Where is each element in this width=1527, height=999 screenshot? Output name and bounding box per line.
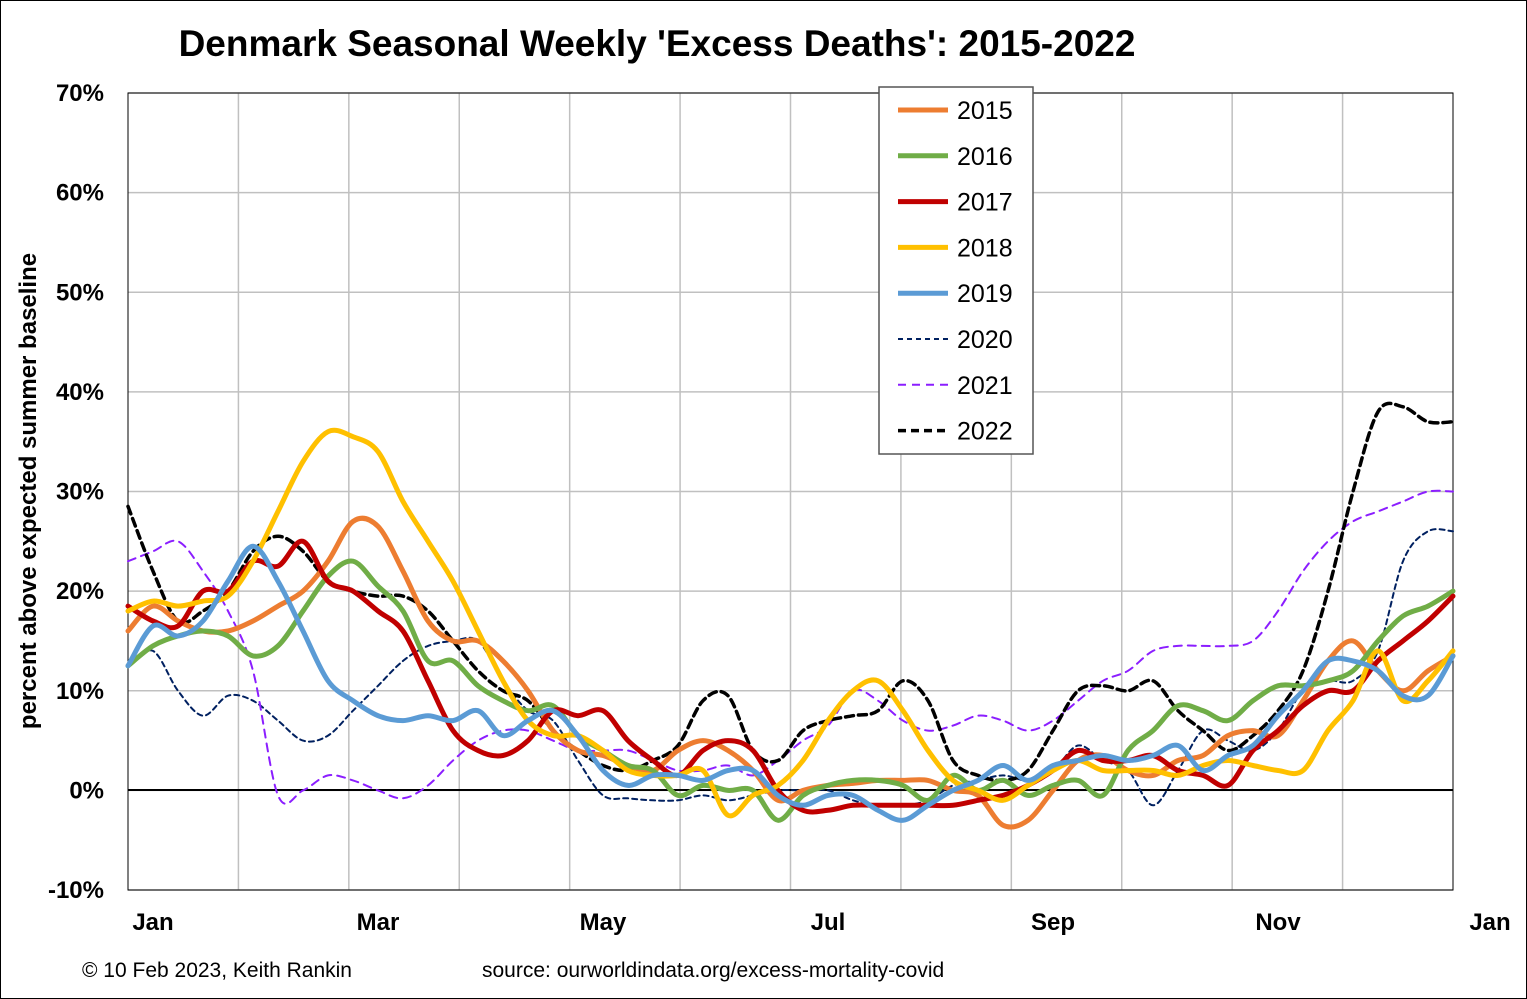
x-tick-label: Jul [811,909,846,936]
legend-label-2020: 2020 [957,326,1013,354]
chart-title: Denmark Seasonal Weekly 'Excess Deaths':… [179,23,1136,64]
y-axis-label: percent above expected summer baseline [15,253,42,729]
x-tick-label: Mar [357,909,400,936]
x-tick-label: Jan [132,909,173,936]
footer-source: source: ourworldindata.org/excess-mortal… [482,959,944,982]
x-axis-ticks: Jan Mar May Jul Sep Nov Jan [132,909,1510,936]
y-tick-label: 20% [56,578,104,605]
legend-label-2018: 2018 [957,234,1013,262]
x-tick-label: Jan [1469,909,1510,936]
x-tick-label: Sep [1031,909,1075,936]
grid [128,92,1453,891]
x-tick-label: Nov [1255,909,1301,936]
y-tick-label: 40% [56,379,104,406]
series-line-2019 [125,543,1456,823]
footer-copyright: © 10 Feb 2023, Keith Rankin [82,959,352,982]
y-axis-ticks: -10% 0% 10% 20% 30% 40% 50% 60% 70% [48,80,104,904]
y-tick-label: 60% [56,180,104,207]
legend-label-2016: 2016 [957,143,1013,171]
legend-label-2022: 2022 [957,418,1013,446]
y-tick-label: 30% [56,479,104,506]
y-tick-label: 70% [56,80,104,107]
series-line-2016 [125,558,1456,823]
series-line-2015 [125,515,1456,830]
y-tick-label: 10% [56,678,104,705]
y-tick-label: 0% [69,777,104,804]
legend-label-2015: 2015 [957,97,1013,125]
y-tick-label: -10% [48,877,104,904]
x-tick-label: May [580,909,627,936]
legend-box [878,86,1034,455]
legend-label-2017: 2017 [957,189,1013,217]
series-line-2018 [125,427,1456,819]
y-tick-label: 50% [56,279,104,306]
legend-label-2021: 2021 [957,372,1013,400]
legend-label-2019: 2019 [957,280,1013,308]
series-line-2021 [127,489,1454,805]
legend: 2015 2016 2017 2018 2019 2020 2021 2022 [878,86,1034,455]
series-lines [125,401,1456,830]
series-line-2020 [127,528,1454,807]
